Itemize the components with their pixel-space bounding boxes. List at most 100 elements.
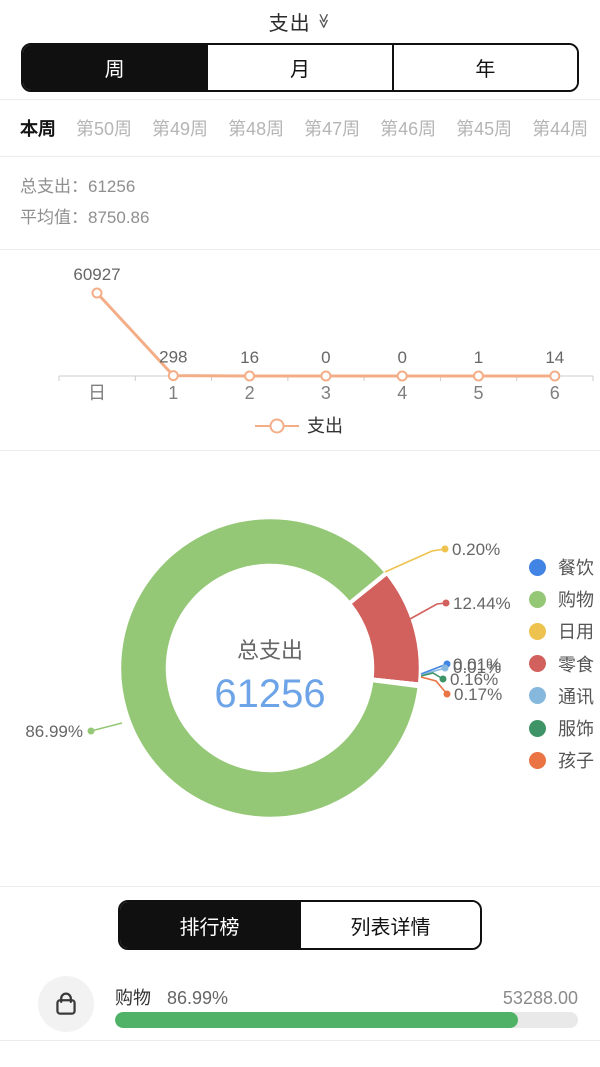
data-point-marker <box>167 370 179 382</box>
legend-label: 支出 <box>307 416 343 436</box>
legend-category-label: 餐饮 <box>558 558 594 579</box>
slice-percent-label: 12.44% <box>453 594 511 613</box>
label-dot <box>443 690 451 698</box>
legend-dot <box>529 655 546 673</box>
page-header: 支出 ≫ <box>0 0 600 38</box>
donut-center-label: 总支出 <box>237 638 303 663</box>
donut-slice-购物 <box>118 516 421 820</box>
x-tick-label: 4 <box>397 383 407 403</box>
x-tick-label: 日 <box>88 383 106 403</box>
total-expense-label: 总支出： <box>20 177 88 196</box>
week-tab[interactable]: 第47周 <box>304 119 361 139</box>
data-point-marker <box>91 287 103 299</box>
divider <box>0 1040 600 1041</box>
ranking-row[interactable]: 购物 86.99% 53288.00 <box>0 976 600 1067</box>
x-tick-label: 5 <box>473 383 483 403</box>
label-dot <box>441 545 449 553</box>
pie-legend-item[interactable]: 零食 <box>529 648 594 680</box>
page-title[interactable]: 支出 <box>268 12 311 35</box>
data-point-marker <box>549 370 561 382</box>
legend-dot <box>529 558 546 576</box>
x-tick-label: 1 <box>168 383 178 403</box>
week-tab[interactable]: 第50周 <box>76 119 133 139</box>
legend-category-label: 服饰 <box>558 719 594 740</box>
legend-marker-circle <box>269 418 285 434</box>
slice-percent-label: 0.20% <box>452 540 500 559</box>
divider <box>0 450 600 451</box>
week-tab[interactable]: 第49周 <box>152 119 209 139</box>
ranking-category-amount: 53288.00 <box>502 988 578 1008</box>
legend-category-label: 日用 <box>558 622 594 643</box>
total-expense-line: 总支出：61256 <box>20 171 580 202</box>
slice-percent-label: 86.99% <box>25 722 83 741</box>
x-tick-label: 2 <box>245 383 255 403</box>
legend-category-label: 通讯 <box>558 686 594 707</box>
label-leader-line <box>384 548 446 573</box>
label-leader-line <box>420 672 444 680</box>
slice-percent-label: 0.01% <box>453 658 501 677</box>
label-leader-line <box>420 676 448 695</box>
chevron-down-icon[interactable]: ≫ <box>314 13 332 29</box>
shopping-bag-icon <box>56 992 76 1015</box>
legend-dot <box>529 622 546 640</box>
tab-list-detail[interactable]: 列表详情 <box>299 902 480 948</box>
average-value: 8750.86 <box>88 208 150 227</box>
week-tab[interactable]: 第45周 <box>456 119 513 139</box>
divider <box>0 99 600 100</box>
ranking-category-name: 购物 <box>115 988 151 1008</box>
tab-ranking[interactable]: 排行榜 <box>120 902 299 948</box>
average-label: 平均值： <box>20 208 88 227</box>
data-point-value: 298 <box>159 348 187 367</box>
x-tick-label: 3 <box>321 383 331 403</box>
slice-percent-label: 0.17% <box>454 685 502 704</box>
label-leader-line <box>420 667 446 676</box>
legend-dot <box>529 719 546 737</box>
data-point-marker <box>320 370 332 382</box>
pie-legend: 餐饮购物日用零食通讯服饰孩子 <box>529 551 594 776</box>
ranking-row-text: 购物 86.99% 53288.00 <box>115 984 578 1010</box>
legend-category-label: 零食 <box>558 654 594 675</box>
slice-percent-label: 0.16% <box>450 670 498 689</box>
label-leader-line <box>90 722 123 732</box>
pie-legend-item[interactable]: 日用 <box>529 615 594 647</box>
legend-category-label: 购物 <box>558 590 594 611</box>
average-line: 平均值：8750.86 <box>20 202 580 233</box>
label-dot <box>439 675 447 683</box>
tab-week[interactable]: 周 <box>23 45 207 90</box>
period-segmented-control: 周 月 年 <box>21 43 579 92</box>
pie-legend-item[interactable]: 通讯 <box>529 680 594 712</box>
divider <box>0 886 600 887</box>
tab-year[interactable]: 年 <box>391 45 577 90</box>
ranking-category-percent: 86.99% <box>167 988 229 1008</box>
pie-legend-item[interactable]: 购物 <box>529 583 594 615</box>
week-tab[interactable]: 本周 <box>20 119 56 139</box>
x-tick-label: 6 <box>550 383 560 403</box>
pie-legend-item[interactable]: 服饰 <box>529 712 594 744</box>
legend-dot <box>529 590 546 608</box>
week-tab[interactable]: 第48周 <box>228 119 285 139</box>
expense-line-chart[interactable]: 60927 日 298 1 16 2 0 3 0 4 1 5 14 6 支出 <box>0 250 600 450</box>
week-selector-row: 本周 第50周 第49周 第48周 第47周 第46周 第45周 第44周 <box>0 100 600 156</box>
data-point-value: 1 <box>474 348 483 367</box>
data-point-value: 16 <box>240 348 259 367</box>
week-tab[interactable]: 第46周 <box>380 119 437 139</box>
bottom-segmented-control: 排行榜 列表详情 <box>118 900 482 950</box>
data-point-value: 0 <box>397 348 406 367</box>
expense-donut-chart[interactable]: 0.20%12.44%0.01%0.01%0.16%0.17%86.99%总支出… <box>0 451 600 886</box>
data-point-marker <box>244 370 256 382</box>
summary-stats: 总支出：61256 平均值：8750.86 <box>0 157 600 249</box>
ranking-progress-fill <box>115 1012 518 1028</box>
week-tab[interactable]: 第44周 <box>532 119 589 139</box>
divider <box>0 156 600 157</box>
divider <box>0 249 600 250</box>
pie-legend-item[interactable]: 孩子 <box>529 744 594 776</box>
label-dot <box>87 727 95 735</box>
pie-legend-item[interactable]: 餐饮 <box>529 551 594 583</box>
label-dot <box>442 599 450 607</box>
data-point-value: 14 <box>545 348 564 367</box>
tab-month[interactable]: 月 <box>206 45 392 90</box>
ranking-progress-track <box>115 1012 578 1028</box>
bottom-toggle-wrap: 排行榜 列表详情 <box>0 900 600 950</box>
label-leader-line <box>409 602 447 620</box>
data-point-value: 0 <box>321 348 330 367</box>
